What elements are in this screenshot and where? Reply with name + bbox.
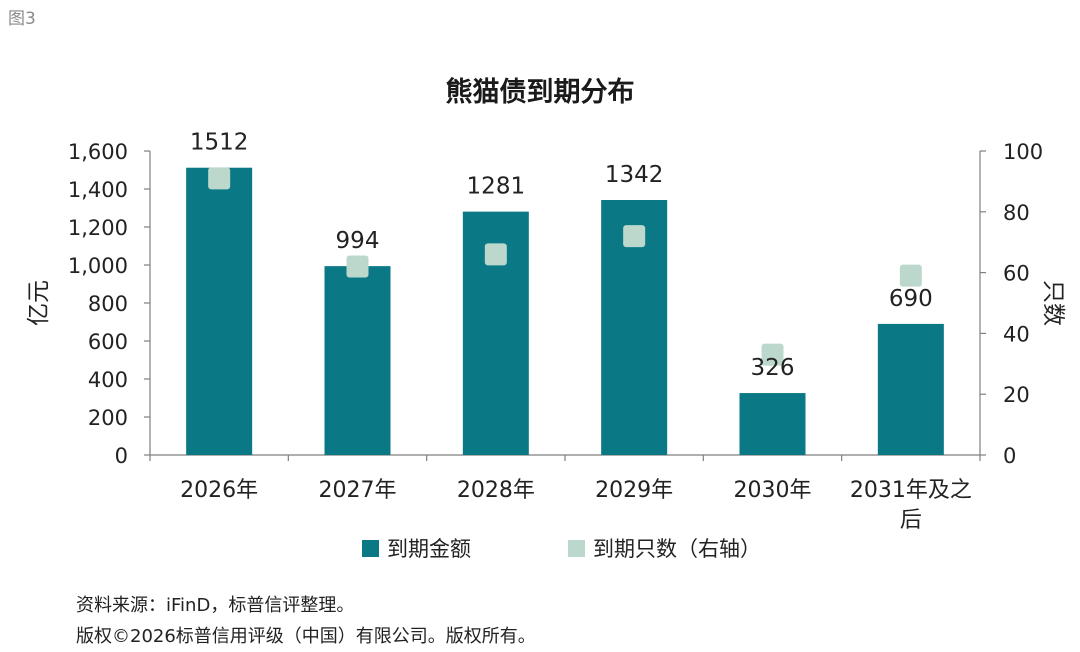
bar-2 [324,266,391,455]
chart-title: 熊猫债到期分布 [445,77,635,108]
x-tick-label: 2026年 [180,478,258,503]
x-tick-label: 2029年 [595,478,673,503]
count-marker-3 [484,243,507,266]
y2-tick-label: 40 [1003,322,1030,346]
y-tick-label: 400 [88,368,128,392]
bar-data-label: 1281 [467,174,526,200]
y2-tick-label: 60 [1003,262,1030,286]
legend-label-amount: 到期金额 [387,537,471,561]
y2-tick-label: 100 [1003,140,1043,164]
y2-tick-label: 20 [1003,383,1030,407]
figure-label: 图3 [8,9,36,29]
x-tick-label: 2028年 [457,478,535,503]
legend-label-count: 到期只数（右轴） [593,537,761,561]
bar-5 [739,393,806,455]
y2-axis-title: 只数 [1040,280,1066,326]
count-marker-6 [899,264,922,287]
y-axis-title: 亿元 [26,280,52,326]
bar-data-label: 690 [889,286,933,312]
count-marker-1 [208,167,231,190]
count-marker-5 [761,343,784,366]
y-tick-label: 200 [88,406,128,430]
y-tick-label: 800 [88,292,128,316]
y2-tick-label: 0 [1003,444,1016,468]
bar-data-label: 326 [751,355,795,381]
copyright-note: 版权©2026标普信用评级（中国）有限公司。版权所有。 [76,626,536,647]
bar-1 [186,167,253,455]
y-tick-label: 1,600 [68,140,128,164]
y2-tick-label: 80 [1003,201,1030,225]
x-tick-label: 2031年及之后 [850,478,972,533]
y-tick-label: 1,400 [68,178,128,202]
x-tick-label: 2027年 [319,478,397,503]
bar-data-label: 994 [336,228,380,254]
count-marker-2 [346,255,369,278]
y-tick-label: 1,200 [68,216,128,240]
bar-chart: 0 200 400 600 800 1,000 1,200 1,400 1,600 0 20 40 60… [26,130,1066,561]
count-marker-4 [623,225,646,248]
x-tick-label: 2030年 [734,478,812,503]
bar-data-label: 1512 [190,130,249,156]
bar-6 [877,323,944,455]
y-tick-label: 0 [115,444,128,468]
source-note: 资料来源：iFinD，标普信评整理。 [76,595,355,616]
y-tick-label: 600 [88,330,128,354]
y-tick-label: 1,000 [68,254,128,278]
bar-data-label: 1342 [605,162,664,188]
legend-swatch-count [568,540,585,557]
legend-swatch-amount [362,540,379,557]
